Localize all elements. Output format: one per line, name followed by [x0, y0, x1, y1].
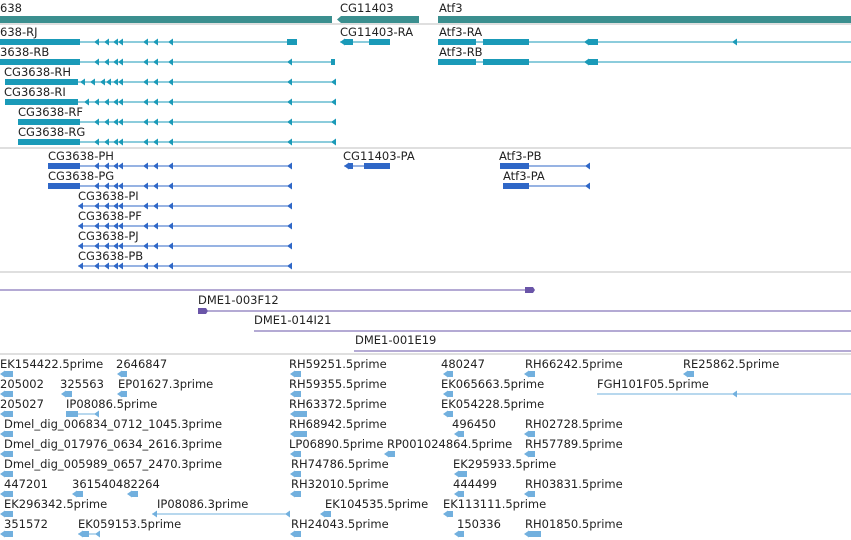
gene-feature[interactable]: [438, 16, 851, 23]
protein-label[interactable]: CG3638-PB: [78, 249, 144, 263]
est-label[interactable]: RH02728.5prime: [525, 417, 623, 431]
est-label[interactable]: EK296342.5prime: [4, 497, 108, 511]
protein-feature[interactable]: [78, 242, 292, 250]
est-label[interactable]: RH01850.5prime: [525, 517, 623, 531]
transcript-feature[interactable]: [18, 118, 336, 126]
est-label[interactable]: EK295933.5prime: [453, 457, 557, 471]
est-label[interactable]: 325563: [60, 377, 104, 391]
est-label[interactable]: 205027: [0, 397, 44, 411]
protein-feature[interactable]: [500, 162, 590, 170]
est-label[interactable]: Dmel_dig_017976_0634_2616.3prime: [4, 437, 223, 451]
transcript-label[interactable]: 638-RJ: [0, 25, 38, 39]
transcript-label[interactable]: Atf3-RA: [439, 25, 483, 39]
est-label[interactable]: EK104535.5prime: [325, 497, 429, 511]
protein-feature[interactable]: [48, 162, 292, 170]
est-label[interactable]: IP08086.5prime: [66, 397, 158, 411]
est-label[interactable]: IP08086.3prime: [157, 497, 249, 511]
est-label[interactable]: EK065663.5prime: [441, 377, 545, 391]
est-label[interactable]: 361540482264: [72, 477, 160, 491]
est-label[interactable]: RP001024864.5prime: [387, 437, 513, 451]
est-label[interactable]: RH74786.5prime: [291, 457, 389, 471]
clone-feature[interactable]: [198, 308, 851, 314]
protein-feature[interactable]: [78, 262, 292, 270]
protein-label[interactable]: CG3638-PH: [48, 149, 114, 163]
gene-label[interactable]: 638: [0, 1, 22, 15]
transcript-label[interactable]: Atf3-RB: [439, 45, 483, 59]
est-label[interactable]: RH03831.5prime: [525, 477, 623, 491]
est-label[interactable]: FGH101F05.5prime: [597, 377, 709, 391]
est-label[interactable]: Dmel_dig_005989_0657_2470.3prime: [4, 457, 223, 471]
clone-label[interactable]: DME1-003F12: [198, 293, 279, 307]
est-label[interactable]: RH24043.5prime: [291, 517, 389, 531]
est-label[interactable]: RE25862.5prime: [683, 357, 780, 371]
est-label[interactable]: EP01627.3prime: [118, 377, 214, 391]
clone-feature[interactable]: [0, 287, 535, 293]
gene-feature[interactable]: [0, 16, 332, 23]
est-label[interactable]: EK054228.5prime: [441, 397, 545, 411]
gene-label[interactable]: Atf3: [439, 1, 463, 15]
protein-label[interactable]: CG3638-PJ: [78, 229, 139, 243]
est-label[interactable]: 2646847: [116, 357, 168, 371]
est-label[interactable]: 496450: [452, 417, 496, 431]
est-label[interactable]: RH59251.5prime: [289, 357, 387, 371]
transcript-label[interactable]: CG3638-RH: [4, 65, 71, 79]
transcript-feature[interactable]: [0, 58, 335, 66]
transcript-label[interactable]: 3638-RB: [0, 45, 50, 59]
est-label[interactable]: RH57789.5prime: [525, 437, 623, 451]
transcript-label[interactable]: CG11403-RA: [340, 25, 414, 39]
est-label[interactable]: 447201: [4, 477, 48, 491]
est-features[interactable]: [0, 370, 851, 538]
transcript-feature[interactable]: [438, 38, 851, 46]
est-label[interactable]: EK113111.5prime: [443, 497, 547, 511]
protein-feature[interactable]: [78, 202, 292, 210]
transcript-label[interactable]: CG3638-RF: [18, 105, 83, 119]
est-label[interactable]: EK059153.5prime: [78, 517, 182, 531]
protein-feature[interactable]: [48, 182, 292, 190]
est-label[interactable]: 444499: [453, 477, 497, 491]
est-label[interactable]: RH63372.5prime: [289, 397, 387, 411]
protein-feature[interactable]: [503, 182, 590, 190]
est-label[interactable]: 150336: [457, 517, 501, 531]
est-label[interactable]: LP06890.5prime: [289, 437, 384, 451]
protein-feature[interactable]: [78, 222, 292, 230]
transcript-feature[interactable]: [5, 98, 336, 106]
gene-feature[interactable]: [337, 16, 419, 23]
protein-label[interactable]: CG3638-PG: [48, 169, 115, 183]
est-label[interactable]: RH68942.5prime: [289, 417, 387, 431]
transcript-feature[interactable]: [340, 38, 390, 46]
est-label[interactable]: RH66242.5prime: [525, 357, 623, 371]
protein-label[interactable]: Atf3-PB: [499, 149, 542, 163]
protein-label[interactable]: CG3638-PI: [78, 189, 139, 203]
gene-label[interactable]: CG11403: [340, 1, 394, 15]
protein-label[interactable]: CG11403-PA: [343, 149, 415, 163]
protein-feature[interactable]: [344, 162, 390, 170]
transcript-feature[interactable]: [5, 78, 336, 86]
est-label[interactable]: EK154422.5prime: [0, 357, 104, 371]
protein-label[interactable]: Atf3-PA: [503, 169, 545, 183]
est-label[interactable]: 351572: [4, 517, 48, 531]
clone-label[interactable]: DME1-014I21: [254, 313, 332, 327]
clone-label[interactable]: DME1-001E19: [355, 333, 437, 347]
est-label[interactable]: RH59355.5prime: [289, 377, 387, 391]
protein-label[interactable]: CG3638-PF: [78, 209, 142, 223]
est-label[interactable]: Dmel_dig_006834_0712_1045.3prime: [4, 417, 223, 431]
transcript-feature[interactable]: [438, 58, 851, 66]
est-label[interactable]: 480247: [441, 357, 485, 371]
est-label[interactable]: 205002: [0, 377, 44, 391]
est-label[interactable]: RH32010.5prime: [291, 477, 389, 491]
transcript-label[interactable]: CG3638-RG: [18, 125, 86, 139]
transcript-feature[interactable]: [0, 38, 297, 46]
transcript-feature[interactable]: [18, 138, 336, 146]
transcript-label[interactable]: CG3638-RI: [4, 85, 66, 99]
